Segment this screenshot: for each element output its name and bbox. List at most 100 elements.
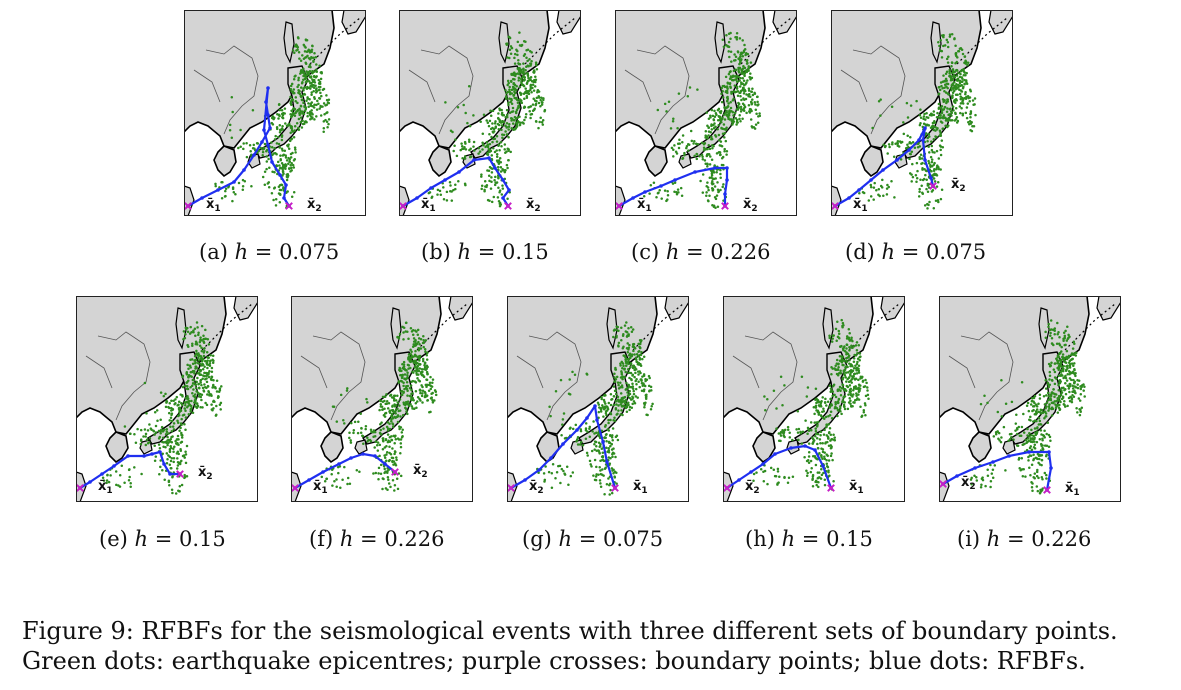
epicentre-dot	[1028, 435, 1031, 438]
epicentre-dot	[417, 340, 420, 344]
epicentre-dot	[786, 425, 790, 429]
epicentre-dot	[520, 101, 524, 105]
epicentre-dot	[507, 101, 510, 104]
epicentre-dot	[599, 408, 603, 411]
epicentre-dot	[206, 366, 209, 370]
epicentre-dot	[197, 395, 201, 398]
epicentre-dot	[297, 117, 301, 121]
epicentre-dot	[185, 400, 188, 404]
epicentre-dot	[228, 123, 232, 127]
epicentre-dot	[565, 465, 569, 469]
epicentre-dot	[423, 361, 427, 365]
epicentre-dot	[490, 135, 493, 139]
epicentre-dot	[619, 392, 623, 395]
rfbf-dot	[472, 158, 476, 162]
epicentre-dot	[1047, 399, 1050, 402]
epicentre-dot	[849, 402, 852, 405]
epicentre-dot	[584, 427, 588, 430]
epicentre-dot	[965, 95, 968, 99]
epicentre-dot	[536, 89, 540, 92]
epicentre-dot	[695, 157, 699, 161]
subcaption-label: (f)	[309, 527, 340, 551]
epicentre-dot	[503, 148, 506, 151]
epicentre-dot	[703, 141, 707, 145]
epicentre-dot	[827, 459, 831, 462]
epicentre-dot	[391, 478, 395, 482]
epicentre-dot	[729, 50, 733, 54]
epicentre-dot	[310, 101, 314, 104]
epicentre-dot	[605, 482, 609, 486]
epicentre-dot	[180, 483, 184, 487]
epicentre-dot	[1028, 431, 1031, 435]
epicentre-dot	[393, 405, 397, 408]
epicentre-dot	[487, 169, 491, 172]
epicentre-dot	[943, 106, 947, 109]
epicentre-dot	[939, 148, 942, 152]
epicentre-dot	[278, 167, 282, 170]
epicentre-dot	[846, 407, 850, 411]
epicentre-dot	[944, 119, 948, 122]
epicentre-dot	[1057, 388, 1060, 392]
epicentre-dot	[953, 100, 956, 104]
epicentre-dot	[442, 198, 446, 201]
epicentre-dot	[739, 61, 742, 64]
epicentre-dot	[828, 334, 831, 338]
epicentre-dot	[491, 122, 494, 125]
epicentre-dot	[776, 470, 780, 473]
epicentre-dot	[1045, 394, 1048, 397]
epicentre-dot	[197, 382, 200, 386]
epicentre-dot	[822, 433, 826, 436]
epicentre-dot	[319, 77, 323, 81]
epicentre-dot	[948, 35, 952, 38]
epicentre-dot	[937, 92, 941, 95]
epicentre-dot	[741, 76, 745, 80]
epicentre-dot	[540, 96, 543, 100]
epicentre-dot	[841, 383, 844, 386]
epicentre-dot	[308, 75, 312, 78]
epicentre-dot	[511, 128, 515, 131]
epicentre-dot	[594, 475, 598, 478]
epicentre-dot	[422, 338, 425, 342]
epicentre-dot	[486, 153, 490, 157]
epicentre-dot	[118, 474, 122, 477]
epicentre-dot	[133, 466, 136, 469]
epicentre-dot	[917, 195, 921, 198]
epicentre-dot	[749, 118, 753, 121]
epicentre-dot	[484, 145, 487, 149]
epicentre-dot	[864, 413, 867, 417]
epicentre-dot	[923, 112, 926, 116]
subfigure-b: x̄1 x̄2	[398, 9, 582, 217]
epicentre-dot	[729, 106, 733, 110]
epicentre-dot	[909, 104, 913, 107]
epicentre-dot	[398, 368, 401, 372]
epicentre-dot	[858, 355, 861, 359]
epicentre-dot	[847, 327, 851, 331]
epicentre-dot	[207, 343, 211, 346]
epicentre-dot	[628, 352, 632, 356]
epicentre-dot	[910, 180, 913, 183]
epicentre-dot	[1062, 360, 1066, 363]
epicentre-dot	[634, 379, 637, 383]
epicentre-dot	[493, 137, 497, 141]
epicentre-dot	[210, 370, 214, 374]
epicentre-dot	[288, 157, 291, 161]
border-lines	[624, 45, 690, 135]
epicentre-dot	[1054, 406, 1058, 409]
epicentre-dot	[746, 61, 749, 65]
epicentre-dot	[748, 75, 751, 79]
epicentre-dot	[176, 421, 180, 425]
rfbf-dot	[869, 178, 873, 182]
epicentre-dot	[734, 68, 737, 72]
epicentre-dot	[377, 466, 381, 470]
boundary-point-start	[831, 202, 839, 210]
epicentre-dot	[850, 336, 853, 339]
epicentre-dot	[681, 141, 684, 144]
epicentre-dot	[327, 101, 331, 105]
epicentre-dot	[395, 477, 399, 480]
epicentre-dot	[396, 407, 399, 410]
epicentre-dot	[159, 431, 162, 435]
sakhalin	[283, 21, 295, 64]
epicentre-dot	[845, 359, 848, 363]
boundary-point-start	[615, 202, 623, 210]
epicentre-dot	[738, 79, 741, 82]
